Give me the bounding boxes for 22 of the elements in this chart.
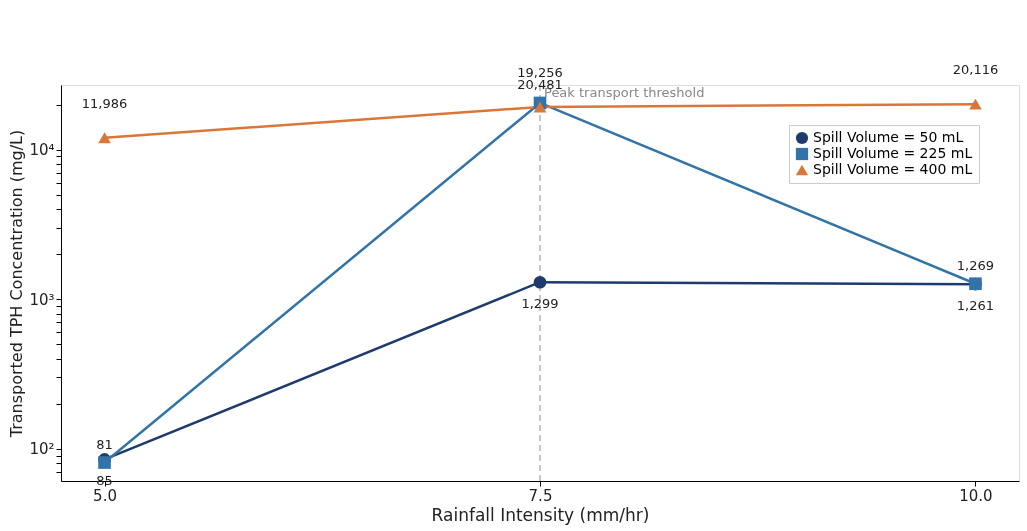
x-tick-label: 5.0 <box>93 486 117 505</box>
y-tick-label: 10³ <box>29 290 55 309</box>
data-label: 11,986 <box>81 95 128 111</box>
point <box>533 275 547 289</box>
data-label: 1,299 <box>521 296 559 312</box>
data-label: 81 <box>96 436 113 452</box>
x-tick-label: 10.0 <box>959 486 993 505</box>
data-label: 19,256 <box>517 64 563 80</box>
y-axis-title: Transported TPH Concentration (mg/L) <box>7 129 27 439</box>
legend-label: Spill Volume = 225 mL <box>813 145 973 161</box>
point <box>533 101 547 113</box>
point <box>969 98 982 110</box>
data-label: 1,269 <box>956 257 995 273</box>
y-tick-label: 10² <box>29 440 55 459</box>
y-tick-label: 10⁴ <box>29 141 55 160</box>
x-tick-label: 7.5 <box>528 486 553 505</box>
data-label: 1,261 <box>956 298 995 314</box>
data-label: 20,116 <box>952 62 999 78</box>
legend-label: Spill Volume = 50 mL <box>813 129 964 145</box>
point <box>98 132 111 144</box>
x-axis-title: Rainfall Intensity (mm/hr) <box>431 504 650 525</box>
legend-label: Spill Volume = 400 mL <box>813 161 973 177</box>
